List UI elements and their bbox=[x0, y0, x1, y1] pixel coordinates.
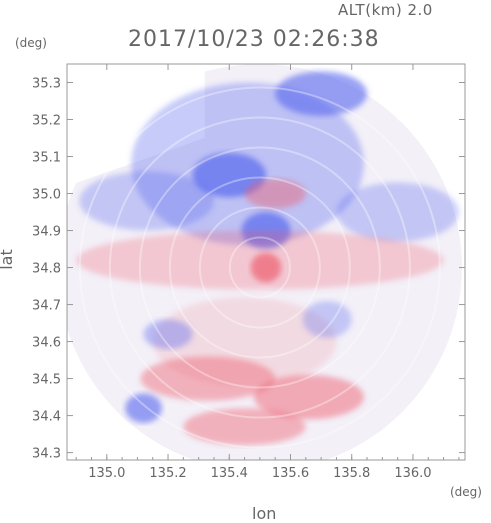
range-ring bbox=[138, 146, 381, 389]
altitude-label: ALT(km) 2.0 bbox=[338, 1, 433, 19]
positive-velocity-region bbox=[250, 252, 282, 283]
y-tick-label: 35.2 bbox=[32, 114, 61, 129]
positive-velocity-region bbox=[183, 408, 306, 446]
plot-frame bbox=[66, 63, 466, 461]
velocity-field bbox=[67, 64, 465, 460]
y-tick-label: 34.7 bbox=[32, 299, 61, 314]
x-tick-label: 135.2 bbox=[149, 466, 186, 481]
y-tick-label: 34.4 bbox=[32, 410, 61, 425]
no-coverage-area bbox=[397, 64, 465, 157]
negative-velocity-region bbox=[125, 393, 162, 423]
negative-velocity-region bbox=[302, 300, 352, 338]
range-ring bbox=[78, 86, 441, 449]
range-ring bbox=[108, 116, 411, 419]
y-tick-label: 35.0 bbox=[32, 188, 61, 203]
negative-velocity-region bbox=[143, 319, 193, 349]
negative-velocity-region bbox=[275, 71, 368, 116]
y-tick-label: 35.3 bbox=[32, 77, 61, 92]
y-axis-ticks: 34.3 34.4 34.5 34.6 34.7 34.8 34.9 35.0 35.1 35.2… bbox=[32, 77, 465, 462]
x-axis-label: lon bbox=[252, 504, 277, 523]
y-tick-label: 34.3 bbox=[32, 447, 61, 462]
range-ring bbox=[198, 206, 321, 329]
y-tick-label: 34.9 bbox=[32, 225, 61, 240]
negative-velocity-region bbox=[79, 171, 214, 231]
y-tick-label: 35.1 bbox=[32, 151, 61, 166]
chart-title: 2017/10/23 02:26:38 bbox=[128, 27, 380, 52]
y-tick-label: 34.8 bbox=[32, 262, 61, 277]
x-tick-label: 135.4 bbox=[211, 466, 248, 481]
y-axis-label: lat bbox=[0, 249, 16, 270]
range-ring bbox=[168, 176, 351, 359]
x-tick-label: 135.0 bbox=[88, 466, 125, 481]
positive-velocity-region bbox=[244, 178, 306, 209]
x-tick-label: 135.8 bbox=[333, 466, 370, 481]
x-tick-label: 135.6 bbox=[272, 466, 309, 481]
x-tick-label: 136.0 bbox=[394, 466, 431, 481]
positive-velocity-region bbox=[253, 374, 364, 420]
negative-velocity-region bbox=[192, 152, 266, 198]
plot-border bbox=[66, 63, 466, 461]
positive-velocity-region bbox=[140, 356, 276, 401]
y-tick-label: 34.6 bbox=[32, 336, 61, 351]
no-coverage-area bbox=[67, 64, 205, 187]
range-ring bbox=[228, 236, 291, 299]
x-axis-ticks: 135.0 135.2 135.4 135.6 135.8 136.0 bbox=[75, 64, 460, 481]
x-unit-label: (deg) bbox=[450, 485, 482, 499]
y-tick-label: 34.5 bbox=[32, 373, 61, 388]
negative-velocity-region bbox=[336, 182, 459, 242]
y-unit-label: (deg) bbox=[15, 36, 47, 50]
